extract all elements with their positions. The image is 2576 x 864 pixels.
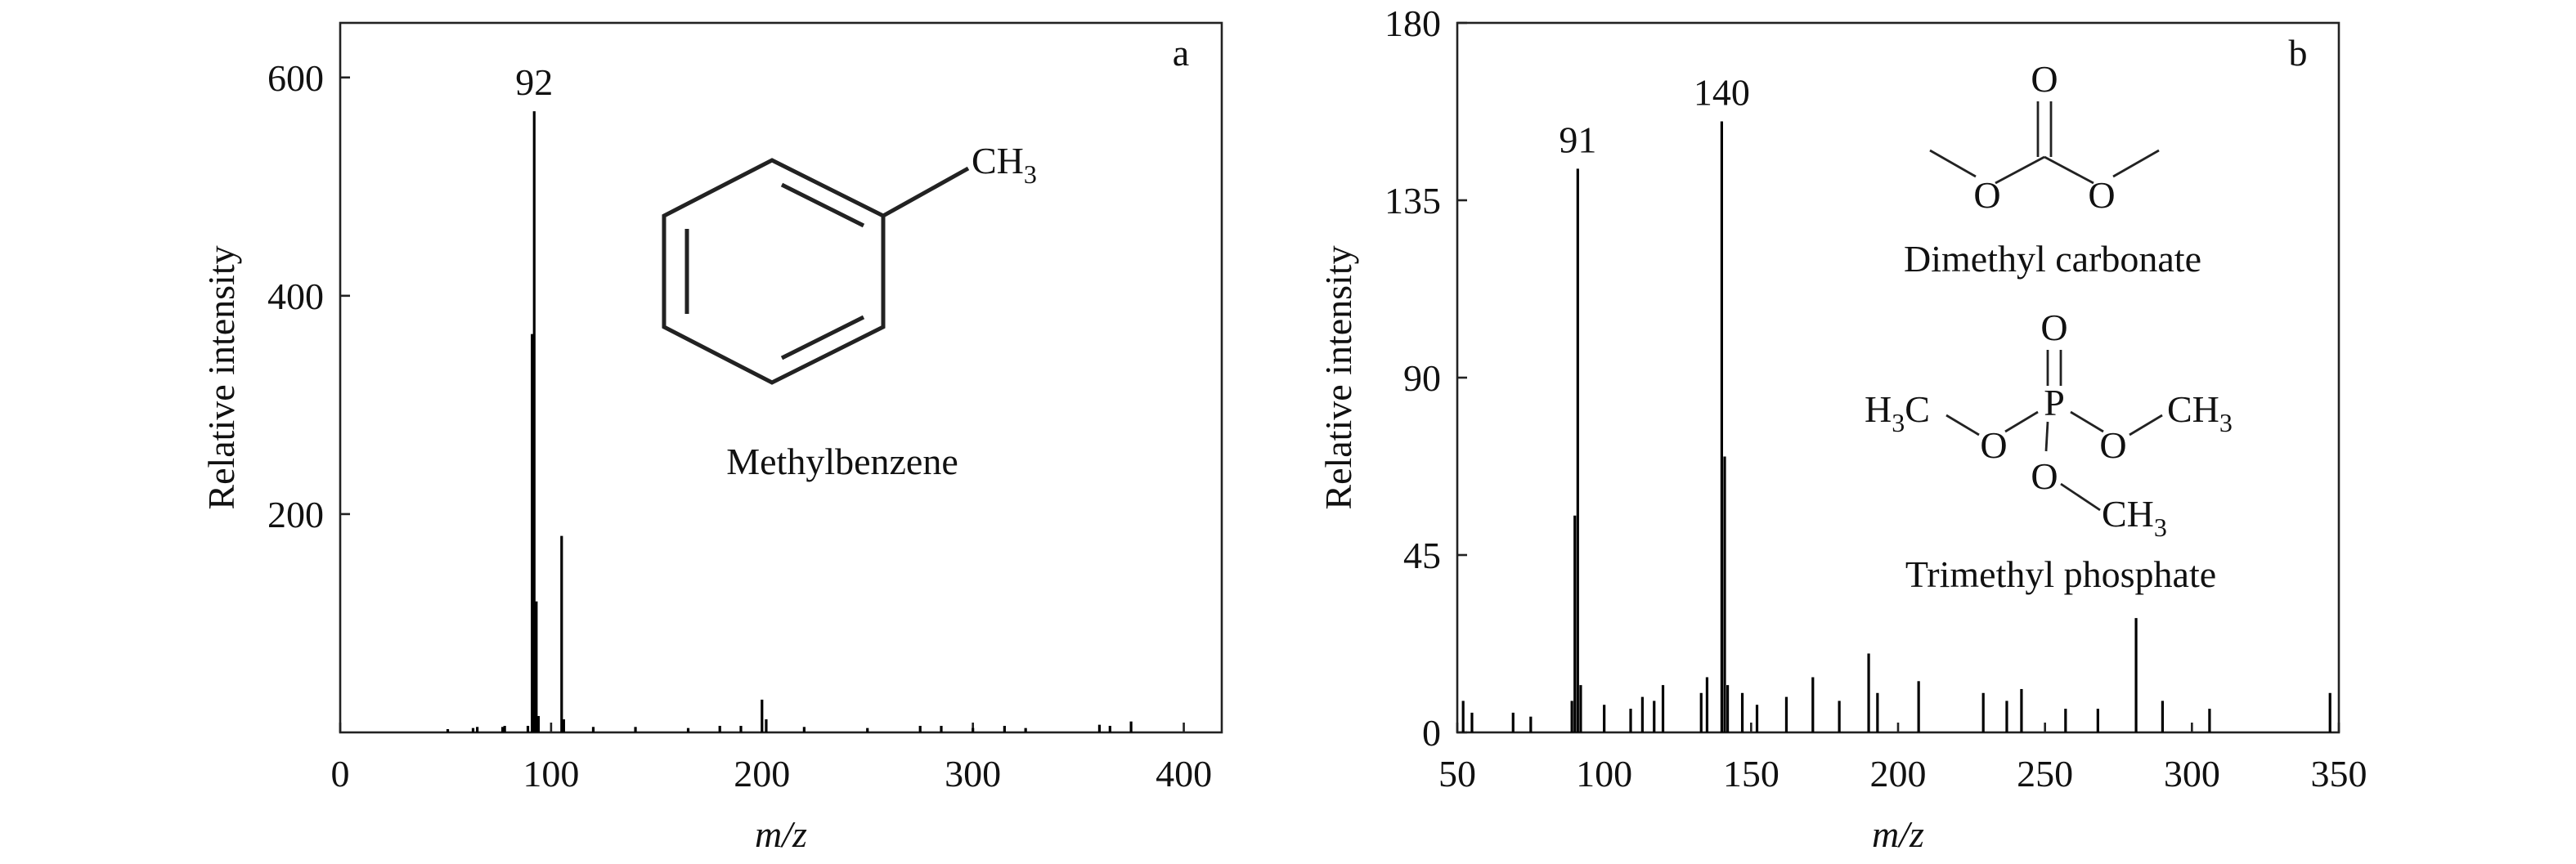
x-tick-label: 400 xyxy=(1156,753,1212,795)
peak-label: 140 xyxy=(1694,72,1750,114)
x-tick-label: 350 xyxy=(2311,753,2367,795)
phosphate-structure: O P O O O H3C CH3 CH3 Trimethyl phosphat… xyxy=(1865,307,2233,595)
y-tick-label: 135 xyxy=(1384,180,1441,222)
panel-label: b xyxy=(2289,32,2308,74)
atom-label: O xyxy=(2088,174,2115,216)
compound-name: Methylbenzene xyxy=(726,441,958,482)
atom-label: O xyxy=(2099,424,2126,466)
atom-label: O xyxy=(2040,307,2067,348)
atom-label: O xyxy=(1980,424,2007,466)
x-tick-label: 150 xyxy=(1723,753,1779,795)
compound-name: Dimethyl carbonate xyxy=(1904,238,2201,280)
carbonate-structure: O O O Dimethyl carbonate xyxy=(1904,58,2201,280)
atom-label: O xyxy=(2031,58,2058,100)
y-axis-label: Relative intensity xyxy=(1317,245,1359,509)
x-tick-label: 100 xyxy=(1576,753,1632,795)
atom-label: CH3 xyxy=(972,140,1037,189)
x-tick-label: 200 xyxy=(734,753,790,795)
atom-label: P xyxy=(2044,382,2065,423)
y-tick-label: 45 xyxy=(1403,535,1441,576)
peak-label: 91 xyxy=(1559,119,1596,160)
plot-frame xyxy=(339,21,1223,734)
compound-name: Trimethyl phosphate xyxy=(1905,553,2216,595)
y-tick-label: 0 xyxy=(1422,712,1441,754)
atom-label: O xyxy=(2031,455,2058,497)
peak-label: 92 xyxy=(515,61,553,103)
y-axis-label: Relative intensity xyxy=(200,245,242,509)
atom-label: CH3 xyxy=(2167,388,2233,437)
y-tick-label: 400 xyxy=(267,275,324,317)
atom-label: CH3 xyxy=(2102,493,2167,542)
x-tick-label: 100 xyxy=(523,753,579,795)
x-tick-label: 50 xyxy=(1438,753,1476,795)
x-tick-label: 300 xyxy=(2164,753,2220,795)
y-tick-label: 200 xyxy=(267,494,324,535)
panel-label: a xyxy=(1173,32,1189,74)
atom-label: O xyxy=(1973,174,2000,216)
toluene-structure: CH3 Methylbenzene xyxy=(662,140,1037,482)
y-tick-label: 180 xyxy=(1384,2,1441,44)
x-axis-label: m/z xyxy=(755,813,807,855)
x-tick-label: 250 xyxy=(2017,753,2073,795)
x-tick-label: 200 xyxy=(1870,753,1927,795)
atom-label: H3C xyxy=(1865,388,1930,437)
y-tick-label: 600 xyxy=(267,57,324,99)
y-tick-label: 90 xyxy=(1403,357,1441,399)
x-tick-label: 300 xyxy=(945,753,1001,795)
x-tick-label: 0 xyxy=(331,753,350,795)
x-axis-label: m/z xyxy=(1872,813,1924,855)
